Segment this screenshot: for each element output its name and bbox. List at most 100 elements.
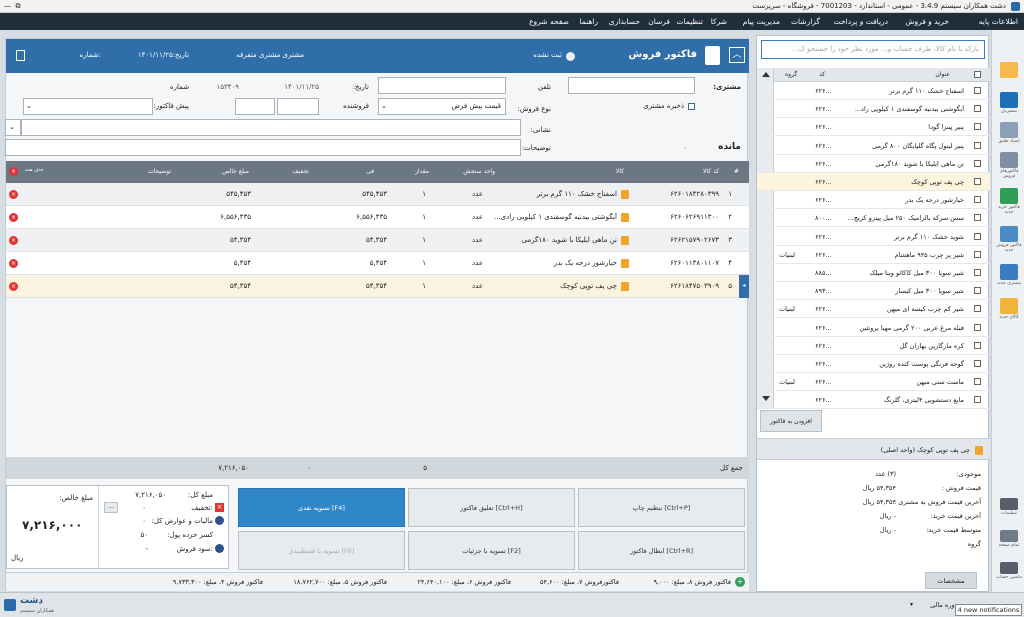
product-checkbox[interactable]: [974, 159, 981, 167]
description-field[interactable]: [5, 139, 521, 156]
product-list-item[interactable]: شیر کم چرب کیسه ای میهن ...۶۲۶ لبنیات: [757, 300, 990, 319]
collapse-chevron-icon[interactable]: ︿: [729, 47, 745, 63]
product-checkbox[interactable]: [974, 123, 981, 131]
delete-row-icon[interactable]: ×: [9, 213, 18, 222]
delete-all-icon[interactable]: ×: [9, 167, 18, 176]
menu-item-basic-info[interactable]: اطلاعات پایه: [978, 17, 1018, 26]
print-settings-button[interactable]: تنظیم چاپ [Ctrl+P]: [578, 488, 745, 527]
product-list-item[interactable]: کره مارگارین بهاران گل ...۶۲۶: [757, 337, 990, 355]
product-checkbox[interactable]: [974, 323, 981, 331]
tab-invoice-6[interactable]: فاکتور فروش ۶، مبلغ: ۲۴,۶۴۰,۱۰۰: [417, 578, 511, 586]
product-list-item[interactable]: خیارشور درجه یک بدر ...۶۲۶: [757, 191, 990, 210]
product-list-item[interactable]: پنیر لبنول پگاه گلپایگان ۸۰۰ گرمی ...۶۲۶: [757, 137, 990, 155]
save-customer-checkbox[interactable]: [688, 103, 695, 110]
delete-row-icon[interactable]: ×: [9, 259, 18, 268]
fiscal-dropdown-icon[interactable]: ▾: [910, 601, 914, 608]
menu-item-settings[interactable]: تنظیمات: [676, 17, 703, 26]
sidebar-item-new-purchase[interactable]: فاکتور خرید جدید: [994, 188, 1024, 215]
installment-settle-button[interactable]: تسویه با قسطبندی [F6]: [238, 531, 405, 570]
delete-row-icon[interactable]: ×: [9, 282, 18, 291]
sidebar-item-calculator[interactable]: ماشین حساب: [994, 562, 1024, 580]
suspend-invoice-button[interactable]: تعلیق فاکتور [Ctrl+H]: [408, 488, 575, 527]
table-row[interactable]: ۳ ۶۲۶۲۱۵۷۹۰۲۶۷۳ تن ماهی ایلیکا با شوید ۱…: [6, 229, 749, 252]
search-input[interactable]: بارکد یا نام کالا، طرف حساب و... مورد نظ…: [761, 40, 985, 59]
product-checkbox[interactable]: [974, 378, 981, 386]
delete-row-icon[interactable]: ×: [9, 236, 18, 245]
add-to-invoice-button[interactable]: افزودن به فاکتور: [760, 410, 822, 432]
product-list-item[interactable]: سس سرکه بالزامیک ۲۵۰ میل پیترو کریچ... .…: [757, 209, 990, 228]
tab-invoice-5[interactable]: فاکتور فروش ۵، مبلغ: ۱۸,۷۶۲,۷۰۰: [293, 578, 387, 586]
table-row[interactable]: ۱ ۶۲۶۰۱۸۴۲۸۰۳۹۹ اسفناج خشک ۱۱۰ گرم برتر …: [6, 183, 749, 206]
menu-item-receive-pay[interactable]: دریافت و پرداخت: [833, 17, 888, 26]
cancel-invoice-button[interactable]: ابطال فاکتور [Ctrl+R]: [578, 531, 745, 570]
menu-item-farsan[interactable]: فرسان: [648, 17, 670, 26]
product-list-item[interactable]: شوید خشک ۱۱۰ گرم برتر ...۶۲۶: [757, 228, 990, 246]
window-controls[interactable]: — ⧉: [4, 2, 21, 10]
tab-invoice-4[interactable]: فاکتور فروش ۴، مبلغ: ۹,۷۳۳,۳۰۰: [172, 578, 263, 586]
address-field[interactable]: [21, 119, 521, 136]
seller-field[interactable]: [277, 98, 319, 115]
menu-item-start-page[interactable]: صفحه شروع: [529, 17, 569, 26]
sidebar-item-new-customer[interactable]: مشتری جدید: [994, 264, 1024, 286]
product-checkbox[interactable]: [974, 305, 981, 313]
sidebar-item-fullscreen[interactable]: تمام صفحه: [994, 530, 1024, 548]
sale-type-select[interactable]: قیمت پیش فرض ⌄: [378, 98, 506, 115]
detail-settle-button[interactable]: تسویه با جزئیات [F2]: [408, 531, 575, 570]
discount-icon[interactable]: ×: [215, 503, 224, 512]
address-dropdown[interactable]: ⌄: [5, 119, 21, 136]
table-row[interactable]: ۲ ۶۲۶۰۶۲۶۹۱۱۳۰۰ آبگوشتی بیدنیه گوسفندی ۱…: [6, 206, 749, 229]
product-checkbox[interactable]: [974, 87, 981, 94]
product-checkbox[interactable]: [974, 178, 981, 185]
product-checkbox[interactable]: [974, 232, 981, 240]
table-row[interactable]: ◂ ۵ ۶۲۶۱۸۴۷۵۰۳۹۰۹ چی پف توپی کوچک عدد ۱ …: [6, 275, 749, 298]
product-list-item[interactable]: شیر پر چرب ۹۴۵ ماهشام ...۶۲۶ لبنیات: [757, 246, 990, 264]
sidebar-item-customers[interactable]: مشتریان: [994, 92, 1024, 114]
preinvoice-select[interactable]: ⌄: [23, 98, 153, 115]
scroll-up-icon[interactable]: [762, 72, 770, 77]
product-list-item[interactable]: پنیر پیتزا گودا ...۶۲۶: [757, 118, 990, 137]
discount-more-button[interactable]: …: [104, 502, 118, 513]
sidebar-item-settings[interactable]: تنظیمات: [994, 498, 1024, 516]
product-list-item[interactable]: ماست ستی میهن ...۶۲۶ لبنیات: [757, 373, 990, 392]
product-checkbox[interactable]: [974, 269, 981, 276]
scroll-down-icon[interactable]: [762, 396, 770, 401]
date-value[interactable]: ۱۴۰۱/۱۱/۲۵: [284, 83, 319, 91]
table-row[interactable]: ۴ ۶۲۶۰۱۱۳۸۰۱۱۰۷ خیارشور درجه یک بدر عدد …: [6, 252, 749, 275]
specs-button[interactable]: مشخصات: [925, 572, 977, 589]
menu-item-messages[interactable]: مدیریت پیام: [742, 17, 780, 26]
product-checkbox[interactable]: [974, 250, 981, 258]
select-all-checkbox[interactable]: [974, 71, 981, 78]
product-list-item[interactable]: تن ماهی ایلیکا با شوید ۱۸۰گرمی ...۶۲۶: [757, 155, 990, 173]
sidebar-item-new-product[interactable]: کالای جدید: [994, 298, 1024, 320]
delete-row-icon[interactable]: ×: [9, 190, 18, 199]
menu-item-partners[interactable]: شرکا: [710, 17, 727, 26]
menu-item-reports[interactable]: گزارشات: [790, 17, 820, 26]
cash-settle-button[interactable]: تسویه نقدی [F4]: [238, 488, 405, 527]
menu-item-accounting[interactable]: حسابداری: [608, 17, 640, 26]
settings-toggle-icon[interactable]: [16, 50, 25, 61]
sidebar-item-suspended[interactable]: اسناد تعلیق: [994, 122, 1024, 144]
phone-field[interactable]: [378, 77, 506, 94]
product-checkbox[interactable]: [974, 396, 981, 404]
tab-invoice-7[interactable]: فاکتورفروش ۷، مبلغ: ۵۴,۶۰۰: [540, 578, 619, 586]
notifications-toast[interactable]: 4 new notifications: [955, 604, 1022, 616]
product-checkbox[interactable]: [974, 196, 981, 204]
product-list-item[interactable]: شیر سویا ۳۰۰ میل کاکائو وینا میلک ...۸۸۵: [757, 264, 990, 282]
product-list-item[interactable]: شیر سویا ۳۰۰ میل کیسار ...۸۹۳: [757, 282, 990, 301]
menu-item-buy-sell[interactable]: خرید و فروش: [905, 17, 949, 26]
sidebar-item-sales-invoices[interactable]: فاکتورهای فروش: [994, 152, 1024, 179]
product-list-item[interactable]: فیله مرغ عربی ۲۰۰ گرمی مهیا پروتئین ...۶…: [757, 319, 990, 337]
product-list-item[interactable]: گوجه فرنگی پوست کنده روژین ...۶۲۶: [757, 355, 990, 373]
product-list-item[interactable]: اسفناج خشک ۱۱۰ گرم برتر ...۶۲۶: [757, 82, 990, 100]
list-scrollbar[interactable]: [757, 68, 774, 408]
product-checkbox[interactable]: [974, 105, 981, 113]
product-list-item[interactable]: مایع دستشویی ۴لیتری، گلرنگ ...۶۲۶: [757, 391, 990, 410]
product-checkbox[interactable]: [974, 287, 981, 295]
product-checkbox[interactable]: [974, 360, 981, 367]
customer-field[interactable]: [568, 77, 695, 94]
tab-invoice-8[interactable]: فاکتور فروش ۸، مبلغ: ۹,۰۰۰: [653, 578, 731, 586]
product-list-item[interactable]: آبگوشتی بیدنیه گوسفندی ۱ کیلویی راد... .…: [757, 100, 990, 119]
add-tab-icon[interactable]: +: [735, 577, 745, 587]
menu-item-help[interactable]: راهنما: [579, 17, 598, 26]
product-checkbox[interactable]: [974, 214, 981, 222]
